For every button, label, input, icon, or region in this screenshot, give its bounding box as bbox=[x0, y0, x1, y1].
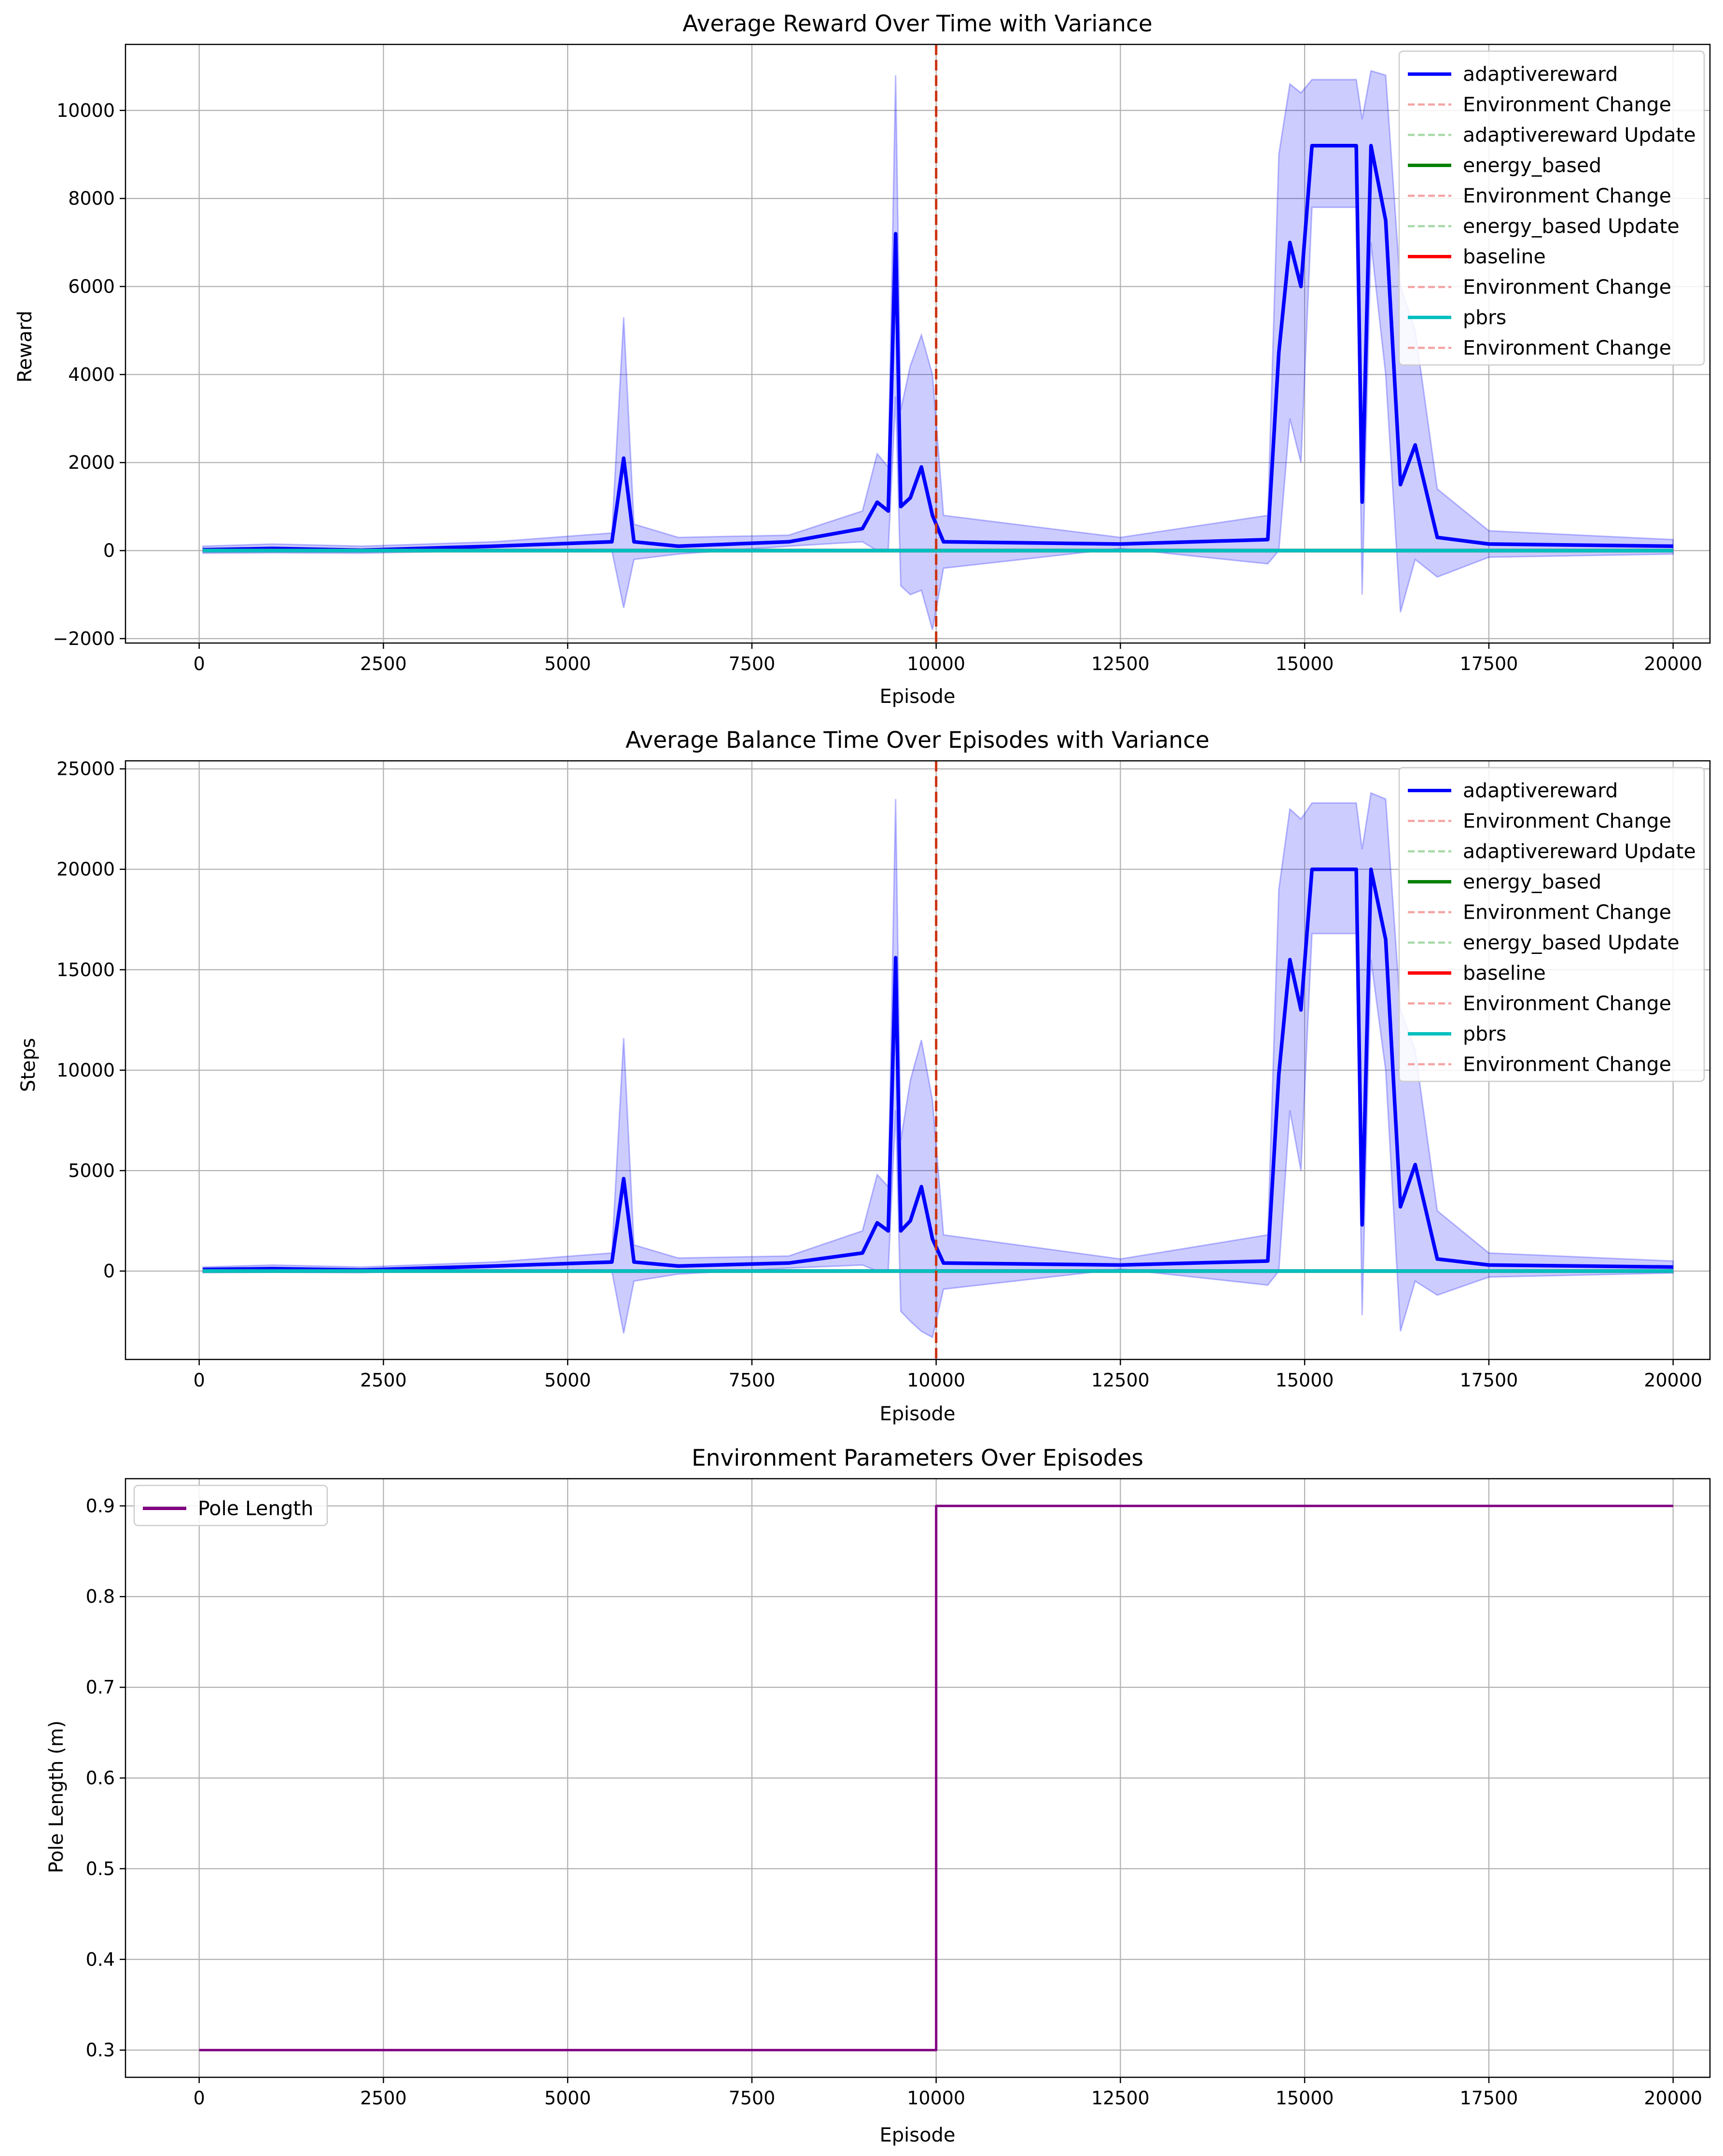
environment-x-tick-label: 7500 bbox=[729, 2087, 776, 2109]
balance-chart-title: Average Balance Time Over Episodes with … bbox=[625, 727, 1209, 754]
reward-legend-label: Environment Change bbox=[1463, 184, 1671, 208]
balance-x-tick-label: 5000 bbox=[544, 1370, 591, 1391]
environment-legend-label: Pole Length bbox=[198, 1497, 313, 1520]
balance-legend-label: energy_based bbox=[1463, 870, 1601, 894]
reward-legend-label: adaptivereward Update bbox=[1463, 124, 1696, 147]
balance-legend-label: adaptivereward Update bbox=[1463, 840, 1696, 863]
environment-plot-area bbox=[199, 1504, 1673, 2052]
balance-plot-area bbox=[202, 792, 1674, 1339]
environment-y-axis-label: Pole Length (m) bbox=[45, 1721, 68, 1873]
balance-legend-label: Environment Change bbox=[1463, 810, 1671, 833]
reward-legend-label: baseline bbox=[1463, 245, 1546, 268]
environment-x-tick-label: 17500 bbox=[1459, 2087, 1518, 2109]
balance-legend-box bbox=[1398, 767, 1705, 1082]
reward-legend-label: energy_based Update bbox=[1463, 215, 1680, 238]
balance-x-tick-label: 0 bbox=[194, 1370, 205, 1391]
environment-x-axis-label: Episode bbox=[879, 2124, 955, 2146]
reward-axes-frame bbox=[125, 43, 1711, 644]
environment-x-tick-label: 0 bbox=[194, 2087, 205, 2109]
balance-legend-label: adaptivereward bbox=[1463, 779, 1618, 802]
reward-x-tick-label: 20000 bbox=[1644, 653, 1702, 674]
balance-x-tick-label: 17500 bbox=[1459, 1370, 1518, 1391]
reward-legend-label: pbrs bbox=[1463, 306, 1506, 329]
reward-y-tick-label: 0 bbox=[103, 540, 115, 561]
reward-y-tick-label: −2000 bbox=[53, 628, 115, 649]
environment-x-tick-label: 20000 bbox=[1644, 2087, 1702, 2109]
reward-y-axis-label: Reward bbox=[14, 311, 36, 383]
environment-legend-box bbox=[133, 1484, 328, 1526]
balance-y-tick-label: 20000 bbox=[56, 859, 115, 880]
reward-x-tick-label: 12500 bbox=[1091, 653, 1150, 674]
environment-y-tick-label: 0.4 bbox=[86, 1949, 115, 1970]
reward-y-tick-label: 10000 bbox=[56, 100, 115, 121]
balance-legend-label: Environment Change bbox=[1463, 992, 1671, 1015]
reward-legend: adaptivereward Environment Change adaptive… bbox=[1398, 50, 1705, 366]
environment-x-tick-label: 10000 bbox=[907, 2087, 965, 2109]
environment-x-tick-label: 15000 bbox=[1276, 2087, 1334, 2109]
environment-y-tick-label: 0.8 bbox=[86, 1586, 115, 1607]
environment-x-tick-label: 5000 bbox=[544, 2087, 591, 2109]
balance-time-panel: Average Balance Time Over Episodes with … bbox=[17, 727, 1711, 1425]
reward-x-tick-label: 2500 bbox=[360, 653, 407, 674]
balance-y-tick-label: 15000 bbox=[56, 959, 115, 980]
balance-y-tick-label: 0 bbox=[103, 1260, 115, 1282]
balance-x-tick-label: 20000 bbox=[1644, 1370, 1702, 1391]
balance-x-tick-label: 10000 bbox=[907, 1370, 965, 1391]
reward-legend-label: Environment Change bbox=[1463, 336, 1671, 360]
balance-legend: adaptivereward Environment Change adaptive… bbox=[1398, 767, 1705, 1082]
reward-plot-area bbox=[202, 70, 1674, 630]
reward-y-tick-label: 4000 bbox=[68, 364, 115, 385]
balance-legend-label: baseline bbox=[1463, 962, 1546, 985]
reward-series-adaptivereward bbox=[203, 143, 1673, 552]
environment-y-tick-label: 0.7 bbox=[86, 1677, 115, 1698]
balance-legend-label: energy_based Update bbox=[1463, 931, 1680, 954]
reward-legend-label: adaptivereward bbox=[1463, 63, 1618, 86]
balance-x-tick-label: 7500 bbox=[729, 1370, 776, 1391]
reward-legend-label: Environment Change bbox=[1463, 93, 1671, 116]
reward-x-tick-label: 10000 bbox=[907, 653, 965, 674]
environment-legend: Pole Length bbox=[133, 1484, 328, 1526]
reward-x-tick-label: 0 bbox=[194, 653, 205, 674]
reward-x-tick-label: 7500 bbox=[729, 653, 776, 674]
balance-y-tick-label: 25000 bbox=[56, 758, 115, 780]
environment-y-tick-label: 0.6 bbox=[86, 1767, 115, 1789]
reward-legend-label: Environment Change bbox=[1463, 276, 1671, 299]
balance-x-tick-label: 2500 bbox=[360, 1370, 407, 1391]
reward-x-tick-label: 15000 bbox=[1276, 653, 1334, 674]
balance-legend-label: Environment Change bbox=[1463, 901, 1671, 924]
balance-x-tick-label: 15000 bbox=[1276, 1370, 1334, 1391]
environment-y-tick-label: 0.9 bbox=[86, 1495, 115, 1516]
environment-chart-title: Environment Parameters Over Episodes bbox=[692, 1445, 1143, 1471]
balance-legend-label: Environment Change bbox=[1463, 1053, 1671, 1076]
balance-y-tick-label: 10000 bbox=[56, 1060, 115, 1081]
environment-panel: Environment Parameters Over Episodes Epi… bbox=[45, 1445, 1711, 2146]
balance-axes-frame bbox=[125, 760, 1711, 1360]
reward-legend-box bbox=[1398, 50, 1705, 366]
reward-panel: Average Reward Over Time with Variance E… bbox=[14, 11, 1711, 708]
environment-x-tick-label: 2500 bbox=[360, 2087, 407, 2109]
reward-y-tick-label: 6000 bbox=[68, 276, 115, 297]
reward-x-axis-label: Episode bbox=[879, 686, 955, 708]
reward-legend-label: energy_based bbox=[1463, 154, 1601, 177]
reward-y-tick-label: 8000 bbox=[68, 188, 115, 209]
environment-y-tick-label: 0.5 bbox=[86, 1858, 115, 1879]
reward-y-tick-label: 2000 bbox=[68, 452, 115, 473]
reward-chart-title: Average Reward Over Time with Variance bbox=[682, 11, 1153, 37]
environment-x-tick-label: 12500 bbox=[1091, 2087, 1150, 2109]
balance-y-axis-label: Steps bbox=[17, 1038, 40, 1092]
balance-legend-label: pbrs bbox=[1463, 1022, 1506, 1046]
balance-x-axis-label: Episode bbox=[879, 1403, 955, 1425]
reward-x-tick-label: 5000 bbox=[544, 653, 591, 674]
balance-series-adaptivereward bbox=[203, 867, 1673, 1272]
balance-x-tick-label: 12500 bbox=[1091, 1370, 1150, 1391]
balance-y-tick-label: 5000 bbox=[68, 1160, 115, 1181]
environment-y-tick-label: 0.3 bbox=[86, 2040, 115, 2061]
reward-x-tick-label: 17500 bbox=[1459, 653, 1518, 674]
environment-series-pole-length bbox=[199, 1504, 1673, 2052]
